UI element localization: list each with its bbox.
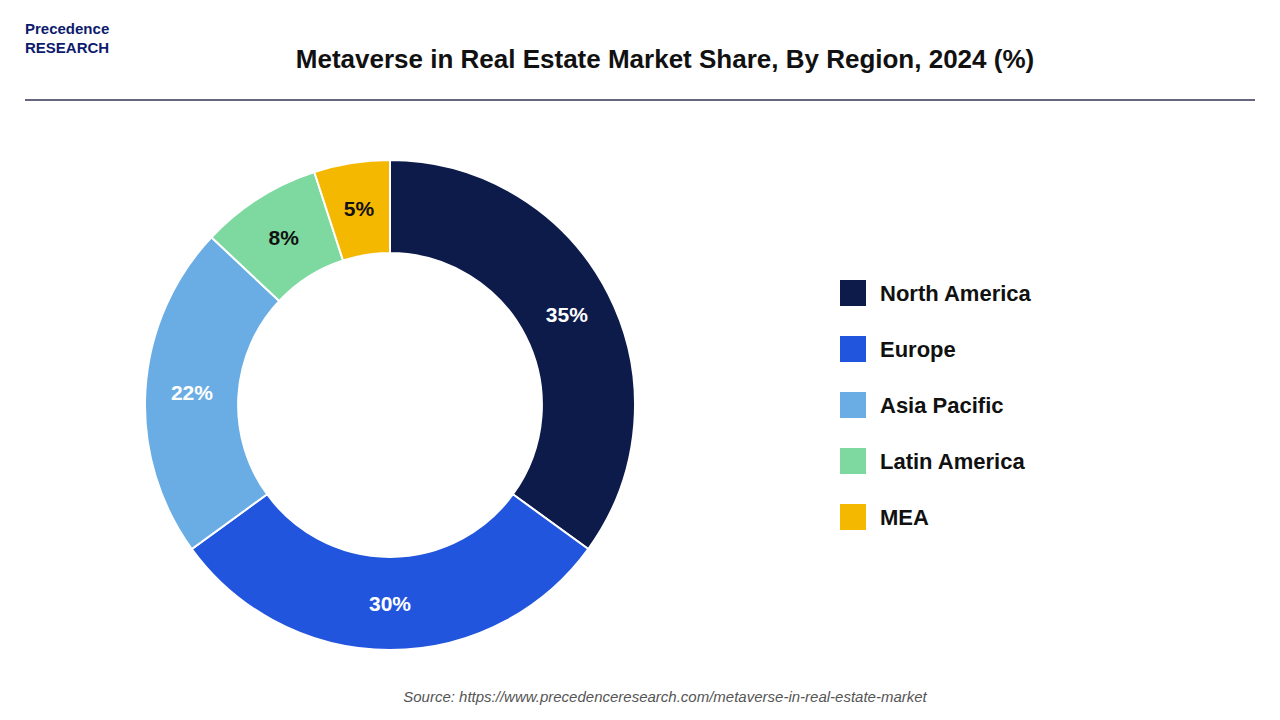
source-text: Source: https://www.precedenceresearch.c… [403,688,927,705]
data-label: 35% [546,303,588,326]
data-label: 5% [344,197,375,220]
legend: North America Europe Asia Pacific Latin Ame… [840,280,1032,530]
data-labels: 35% 30% 22% 8% 5% [171,197,588,614]
legend-label: North America [880,281,1032,306]
legend-swatch [840,448,866,474]
donut-slice [390,160,635,549]
legend-swatch [840,504,866,530]
legend-label: Asia Pacific [880,393,1004,418]
background [0,0,1280,720]
legend-swatch [840,336,866,362]
legend-swatch [840,280,866,306]
donut-slice [314,160,390,261]
logo-text: PrecedenceRESEARCH [25,20,109,56]
legend-label: Latin America [880,449,1025,474]
donut-slice [145,237,279,549]
legend-swatch [840,392,866,418]
legend-label: Europe [880,337,956,362]
data-label: 30% [369,592,411,615]
donut-slice [192,494,588,650]
donut [145,160,635,650]
title: Metaverse in Real Estate Market Share, B… [296,44,1034,74]
title-rule [25,99,1255,101]
data-label: 8% [268,226,299,249]
data-label: 22% [171,381,213,404]
chart-svg: Metaverse in Real Estate Market Share, B… [0,0,1280,720]
chart-container: Metaverse in Real Estate Market Share, B… [0,0,1280,720]
legend-label: MEA [880,505,929,530]
